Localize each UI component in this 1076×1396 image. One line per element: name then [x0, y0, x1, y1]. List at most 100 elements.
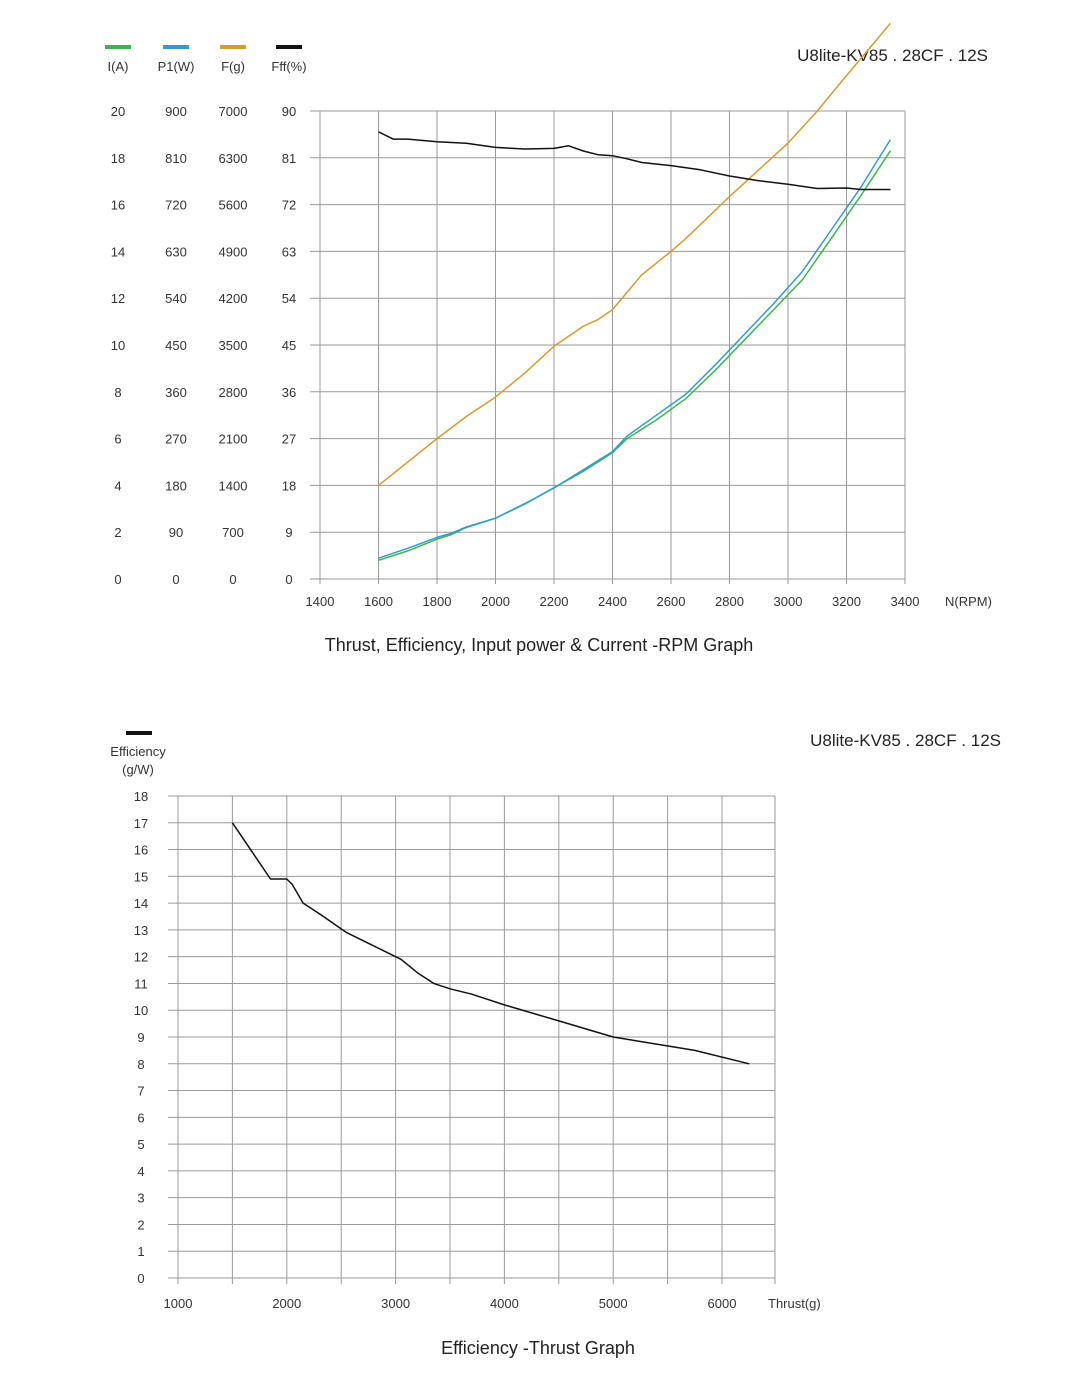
x-tick-label: 1000	[164, 1296, 193, 1311]
axis-header: Fff(%)	[271, 59, 306, 74]
y-tick-label: 14	[111, 244, 125, 259]
y-tick-label: 7	[137, 1084, 144, 1099]
x-tick-label: 2800	[715, 594, 744, 609]
x-tick-label: 3200	[832, 594, 861, 609]
axis-header: P1(W)	[158, 59, 195, 74]
y-tick-label: 1400	[219, 478, 248, 493]
y-tick-label: 72	[282, 198, 296, 213]
series-line	[378, 22, 891, 486]
x-tick-label: 1800	[423, 594, 452, 609]
y-tick-label: 360	[165, 385, 187, 400]
x-tick-label: 2200	[540, 594, 569, 609]
series-line	[378, 150, 892, 562]
y-tick-label: 4200	[219, 291, 248, 306]
y-tick-label: 9	[137, 1030, 144, 1045]
y-tick-label: 6	[114, 432, 121, 447]
y-tick-label: 7000	[219, 104, 248, 119]
y-tick-label: 5600	[219, 198, 248, 213]
y-tick-label: 3	[137, 1191, 144, 1206]
y-tick-label: 6300	[219, 151, 248, 166]
y-tick-label: 4	[137, 1164, 144, 1179]
y-tick-label: 12	[111, 291, 125, 306]
model-label: U8lite-KV85 . 28CF . 12S	[797, 46, 988, 65]
x-axis-label: Thrust(g)	[768, 1296, 821, 1311]
x-tick-label: 2600	[657, 594, 686, 609]
y-tick-label: 2800	[219, 385, 248, 400]
y-tick-label: 2	[137, 1217, 144, 1232]
y-tick-label: 13	[134, 923, 148, 938]
y-tick-label: 11	[134, 976, 148, 991]
y-tick-label: 90	[282, 104, 296, 119]
y-tick-label: 81	[282, 151, 296, 166]
x-tick-label: 1400	[306, 594, 335, 609]
x-tick-label: 3000	[774, 594, 803, 609]
y-axis-label: Efficiency	[110, 744, 166, 759]
rpm-chart: I(A)20181614121086420P1(W)90081072063054…	[105, 22, 992, 655]
y-tick-label: 900	[165, 104, 187, 119]
y-tick-label: 36	[282, 385, 296, 400]
y-tick-label: 8	[137, 1057, 144, 1072]
y-tick-label: 2	[114, 525, 121, 540]
x-tick-label: 6000	[708, 1296, 737, 1311]
y-tick-label: 2100	[219, 432, 248, 447]
legend-swatch	[163, 45, 189, 49]
x-tick-label: 2000	[481, 594, 510, 609]
y-tick-label: 700	[222, 525, 244, 540]
y-tick-label: 180	[165, 478, 187, 493]
y-tick-label: 10	[111, 338, 125, 353]
y-tick-label: 63	[282, 244, 296, 259]
model-label: U8lite-KV85 . 28CF . 12S	[810, 731, 1001, 750]
x-tick-label: 5000	[599, 1296, 628, 1311]
y-tick-label: 3500	[219, 338, 248, 353]
y-tick-label: 8	[114, 385, 121, 400]
y-tick-label: 12	[134, 950, 148, 965]
y-tick-label: 27	[282, 432, 296, 447]
y-tick-label: 450	[165, 338, 187, 353]
x-tick-label: 2400	[598, 594, 627, 609]
y-tick-label: 18	[111, 151, 125, 166]
y-tick-label: 4900	[219, 244, 248, 259]
series-line	[231, 822, 750, 1065]
y-tick-label: 720	[165, 198, 187, 213]
y-tick-label: 4	[114, 478, 121, 493]
y-tick-label: 540	[165, 291, 187, 306]
y-tick-label: 0	[137, 1271, 144, 1286]
y-tick-label: 0	[172, 572, 179, 587]
y-tick-label: 0	[114, 572, 121, 587]
x-tick-label: 3000	[381, 1296, 410, 1311]
x-tick-label: 2000	[272, 1296, 301, 1311]
y-tick-label: 6	[137, 1110, 144, 1125]
x-tick-label: 4000	[490, 1296, 519, 1311]
chart-caption: Thrust, Efficiency, Input power & Curren…	[325, 635, 754, 655]
legend-swatch	[105, 45, 131, 49]
y-tick-label: 630	[165, 244, 187, 259]
y-tick-label: 18	[282, 478, 296, 493]
y-tick-label: 54	[282, 291, 296, 306]
y-tick-label: 16	[134, 843, 148, 858]
legend-swatch	[276, 45, 302, 49]
y-tick-label: 0	[285, 572, 292, 587]
legend-swatch	[220, 45, 246, 49]
y-tick-label: 20	[111, 104, 125, 119]
axis-header: F(g)	[221, 59, 245, 74]
y-tick-label: 5	[137, 1137, 144, 1152]
chart-caption: Efficiency -Thrust Graph	[441, 1338, 635, 1358]
y-tick-label: 10	[134, 1003, 148, 1018]
y-tick-label: 1	[137, 1244, 144, 1259]
y-tick-label: 45	[282, 338, 296, 353]
y-tick-label: 15	[134, 869, 148, 884]
legend-swatch	[126, 731, 152, 735]
x-tick-label: 3400	[891, 594, 920, 609]
series-line	[378, 131, 891, 191]
y-tick-label: 16	[111, 198, 125, 213]
y-axis-label: (g/W)	[122, 762, 154, 777]
x-tick-label: 1600	[364, 594, 393, 609]
efficiency-thrust-chart: Efficiency (g/W) U8lite-KV85 . 28CF . 12S 1…	[110, 731, 1001, 1358]
axis-header: I(A)	[108, 59, 129, 74]
y-tick-label: 9	[285, 525, 292, 540]
series-line	[378, 139, 892, 559]
y-tick-label: 17	[134, 816, 148, 831]
y-tick-label: 18	[134, 789, 148, 804]
y-tick-label: 14	[134, 896, 148, 911]
